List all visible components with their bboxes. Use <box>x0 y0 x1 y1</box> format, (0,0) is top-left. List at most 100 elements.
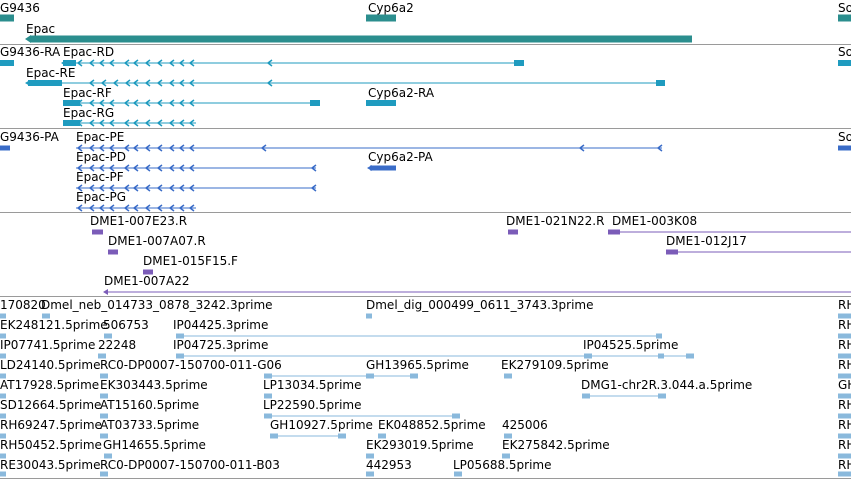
est-label[interactable]: GH <box>838 378 851 392</box>
est-label[interactable]: DMG1-chr2R.3.044.a.5prime <box>581 378 753 392</box>
gene-label[interactable]: G9436 <box>0 1 40 15</box>
bac-end <box>508 229 518 235</box>
est-label[interactable]: EK048852.5prime <box>378 418 486 432</box>
bac-label[interactable]: DME1-021N22.R <box>506 214 605 228</box>
est-block <box>838 393 851 399</box>
protein-label[interactable]: So <box>838 130 851 144</box>
est-label[interactable]: 442953 <box>366 458 412 472</box>
est-label[interactable]: RH <box>838 458 851 472</box>
est-label[interactable]: IP04525.5prime <box>583 338 679 352</box>
est-label[interactable]: RH <box>838 358 851 372</box>
strand-chevron-icon <box>123 99 130 107</box>
est-label[interactable]: SD12664.5prime <box>0 398 102 412</box>
strand-chevron-icon <box>188 144 195 152</box>
protein-label[interactable]: Epac-PG <box>76 190 127 204</box>
est-block <box>100 471 108 477</box>
strand-chevron-icon <box>310 184 317 192</box>
strand-chevron-icon <box>144 144 151 152</box>
est-label[interactable]: IP07741.5prime <box>0 338 96 352</box>
transcript-label[interactable]: Epac-RD <box>63 45 115 59</box>
est-label[interactable]: RH <box>838 418 851 432</box>
est-label[interactable]: LP13034.5prime <box>263 378 362 392</box>
bac-label[interactable]: DME1-012J17 <box>666 234 747 248</box>
bac-end <box>666 249 678 255</box>
est-label[interactable]: RH50452.5prime <box>0 438 102 452</box>
strand-chevron-icon <box>88 204 95 212</box>
transcript-label[interactable]: Cyp6a2-RA <box>368 86 435 100</box>
est-label[interactable]: RH69247.5prime <box>0 418 102 432</box>
transcript-label[interactable]: So <box>838 45 851 59</box>
est-label[interactable]: AT03733.5prime <box>100 418 200 432</box>
strand-chevron-icon <box>76 99 83 107</box>
strand-chevron-icon <box>188 184 195 192</box>
est-block <box>0 373 6 379</box>
est-label[interactable]: IP04425.3prime <box>173 318 269 332</box>
est-label[interactable]: 22248 <box>98 338 137 352</box>
est-label[interactable]: RH <box>838 338 851 352</box>
est-label[interactable]: GH14655.5prime <box>103 438 206 452</box>
strand-chevron-icon <box>168 204 175 212</box>
transcript-label[interactable]: G9436-RA <box>0 45 61 59</box>
strand-arrow-icon <box>25 35 31 43</box>
est-label[interactable]: GH10927.5prime <box>270 418 373 432</box>
strand-chevron-icon <box>188 204 195 212</box>
est-label[interactable]: RH <box>838 398 851 412</box>
est-label[interactable]: IP04725.3prime <box>173 338 269 352</box>
strand-chevron-icon <box>98 99 105 107</box>
protein-label[interactable]: Epac-PF <box>76 170 124 184</box>
strand-arrow-icon <box>367 165 372 171</box>
est-label[interactable]: AT17928.5prime <box>0 378 100 392</box>
est-label[interactable]: AT15160.5prime <box>100 398 200 412</box>
est-label[interactable]: LP05688.5prime <box>453 458 552 472</box>
est-block <box>838 333 851 339</box>
est-label[interactable]: RC0-DP0007-150700-011-G06 <box>100 358 282 372</box>
est-label[interactable]: EK248121.5prime <box>0 318 108 332</box>
transcript-label[interactable]: Epac-RF <box>63 86 112 100</box>
est-label[interactable]: Dmel_dig_000499_0611_3743.3prime <box>366 298 594 312</box>
gene-label[interactable]: So <box>838 1 851 15</box>
strand-chevron-icon <box>100 79 107 87</box>
strand-chevron-icon <box>88 164 95 172</box>
exon-block <box>370 165 396 171</box>
bac-label[interactable]: DME1-007E23.R <box>90 214 188 228</box>
est-label[interactable]: RE30043.5prime <box>0 458 101 472</box>
transcript-label[interactable]: Epac-RG <box>63 106 115 120</box>
gene-label[interactable]: Epac <box>26 22 56 36</box>
est-block <box>504 373 512 379</box>
est-label[interactable]: 425006 <box>502 418 548 432</box>
bac-label[interactable]: DME1-015F15.F <box>143 254 238 268</box>
est-block <box>838 433 851 439</box>
gene-label[interactable]: Cyp6a2 <box>368 1 414 15</box>
est-label[interactable]: RH <box>838 298 851 312</box>
est-block <box>454 471 462 477</box>
est-block <box>410 373 418 379</box>
est-block <box>366 373 374 379</box>
strand-chevron-icon <box>108 184 115 192</box>
protein-label[interactable]: G9436-PA <box>0 130 59 144</box>
transcript-label[interactable]: Epac-RE <box>26 66 76 80</box>
est-label[interactable]: LP22590.5prime <box>263 398 362 412</box>
bac-label[interactable]: DME1-003K08 <box>612 214 698 228</box>
protein-label[interactable]: Cyp6a2-PA <box>368 150 433 164</box>
strand-chevron-icon <box>656 144 663 152</box>
est-label[interactable]: RH <box>838 318 851 332</box>
est-label[interactable]: EK303443.5prime <box>100 378 208 392</box>
est-label[interactable]: 170820 <box>0 298 46 312</box>
protein-label[interactable]: Epac-PE <box>76 130 125 144</box>
est-label[interactable]: Dmel_neb_014733_0878_3242.3prime <box>41 298 273 312</box>
strand-chevron-icon <box>132 99 139 107</box>
strand-chevron-icon <box>156 79 163 87</box>
est-label[interactable]: RC0-DP0007-150700-011-B03 <box>100 458 280 472</box>
est-label[interactable]: GH13965.5prime <box>366 358 469 372</box>
est-block <box>582 393 590 399</box>
est-label[interactable]: EK279109.5prime <box>501 358 609 372</box>
est-label[interactable]: RH <box>838 438 851 452</box>
strand-chevron-icon <box>156 144 163 152</box>
est-label[interactable]: 506753 <box>103 318 149 332</box>
est-label[interactable]: LD24140.5prime <box>0 358 101 372</box>
est-label[interactable]: EK293019.5prime <box>366 438 474 452</box>
est-label[interactable]: EK275842.5prime <box>502 438 610 452</box>
bac-label[interactable]: DME1-007A22 <box>104 274 190 288</box>
bac-label[interactable]: DME1-007A07.R <box>108 234 206 248</box>
protein-label[interactable]: Epac-PD <box>76 150 126 164</box>
